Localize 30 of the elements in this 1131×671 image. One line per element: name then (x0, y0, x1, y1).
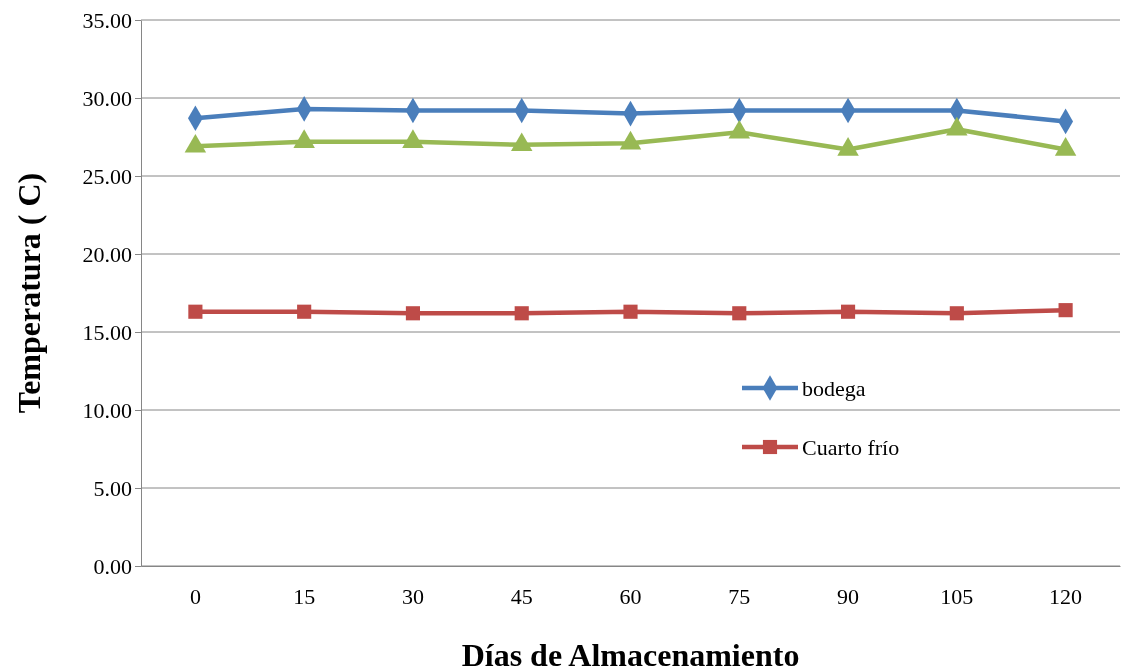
legend-label: Cuarto frío (802, 435, 900, 460)
y-tick-label: 35.00 (82, 7, 132, 33)
x-tick-label: 75 (728, 583, 751, 609)
y-tick-label: 20.00 (82, 241, 132, 267)
y-tick-label: 25.00 (82, 163, 132, 189)
x-tick-label: 45 (510, 583, 533, 609)
point (1058, 303, 1073, 318)
x-tick-label: 15 (293, 583, 316, 609)
point (623, 304, 638, 319)
point (405, 306, 421, 321)
x-tick-label: 90 (837, 583, 860, 609)
x-tick-label: 60 (619, 583, 642, 609)
x-tick-label: 120 (1049, 583, 1083, 609)
y-axis-title: Temperatura ( C) (11, 172, 47, 414)
y-tick-label: 5.00 (93, 475, 132, 501)
y-tick-label: 0.00 (93, 553, 132, 579)
point (188, 304, 203, 319)
x-axis-title: Días de Almacenamiento (461, 637, 800, 671)
x-tick-label: 30 (401, 583, 424, 609)
y-tick-label: 30.00 (82, 85, 132, 111)
legend-label: bodega (802, 376, 866, 401)
point (297, 304, 312, 319)
point (840, 304, 856, 319)
y-tick-label: 10.00 (82, 397, 132, 423)
point (732, 306, 747, 321)
x-tick-label: 105 (940, 583, 974, 609)
point (949, 306, 964, 321)
point (514, 306, 529, 321)
x-tick-label: 0 (189, 583, 201, 609)
y-tick-label: 15.00 (82, 319, 132, 345)
